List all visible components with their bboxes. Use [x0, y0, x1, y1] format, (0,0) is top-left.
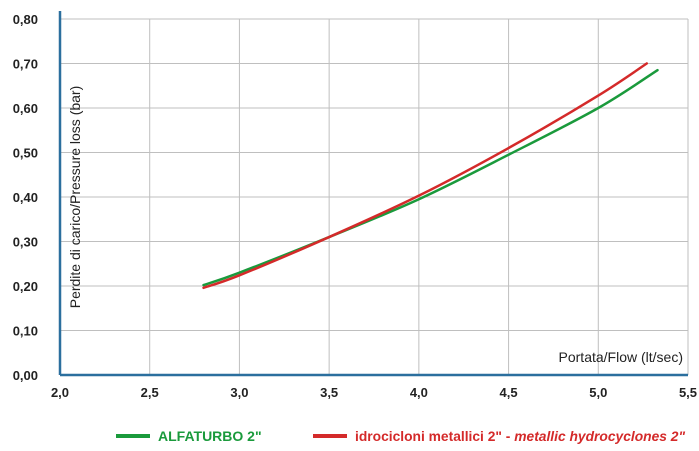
x-tick-label: 5,0 — [589, 385, 607, 400]
grid — [60, 18, 689, 375]
y-tick-label: 0,40 — [13, 190, 38, 205]
y-tick-label: 0,00 — [13, 368, 38, 383]
x-tick-label: 3,0 — [230, 385, 248, 400]
x-tick-label: 4,0 — [410, 385, 428, 400]
x-axis-label: Portata/Flow (lt/sec) — [559, 349, 683, 365]
x-tick-label: 2,5 — [141, 385, 159, 400]
legend-label-metallic-regular: idrocicloni metallici 2" - — [355, 428, 514, 444]
x-tick-label: 2,0 — [51, 385, 69, 400]
y-tick-label: 0,70 — [13, 57, 38, 72]
axes — [58, 11, 688, 377]
legend-label-alfaturbo: ALFATURBO 2" — [158, 428, 262, 444]
y-tick-label: 0,60 — [13, 101, 38, 116]
legend-label-metallic-italic: metallic hydrocyclones 2" — [514, 428, 685, 444]
series-line-metallic-hydrocyclones — [202, 62, 648, 290]
x-tick-label: 4,5 — [500, 385, 518, 400]
legend: ALFATURBO 2" idrocicloni metallici 2" - … — [116, 428, 685, 444]
y-tick-label: 0,50 — [13, 146, 38, 161]
y-tick-label: 0,10 — [13, 324, 38, 339]
series-line-alfaturbo — [202, 68, 659, 287]
y-tick-label: 0,80 — [13, 12, 38, 27]
series-lines — [202, 62, 659, 290]
y-tick-label: 0,30 — [13, 235, 38, 250]
x-tick-label: 5,5 — [679, 385, 697, 400]
y-tick-label: 0,20 — [13, 279, 38, 294]
x-tick-label: 3,5 — [320, 385, 338, 400]
tick-labels: 2,0 2,5 3,0 3,5 4,0 4,5 5,0 5,5 0,00 0,10 0,20 0,30… — [13, 12, 697, 400]
legend-label-metallic: idrocicloni metallici 2" - metallic hydr… — [355, 428, 685, 444]
y-axis-label: Perdite di carico/Pressure loss (bar) — [67, 86, 83, 309]
